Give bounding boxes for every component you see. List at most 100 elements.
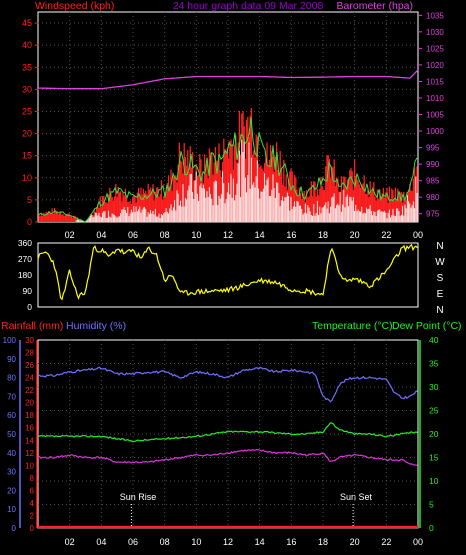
barometer-tick-label: 980 bbox=[426, 193, 440, 202]
wind-x-tick-label: 00 bbox=[413, 230, 423, 240]
temperature-tick-label: 35 bbox=[429, 359, 439, 369]
rainfall-tick-label: 6 bbox=[30, 486, 35, 495]
wind-x-tick-label: 08 bbox=[160, 230, 170, 240]
humidity-tick-label: 40 bbox=[7, 449, 16, 458]
temp-x-tick-label: 10 bbox=[191, 537, 201, 547]
windspeed-tick-label: 35 bbox=[22, 62, 32, 72]
humidity-axis-title: Humidity (%) bbox=[66, 320, 126, 332]
wind-x-tick-label: 04 bbox=[96, 230, 106, 240]
humidity-tick-label: 20 bbox=[7, 486, 16, 495]
rainfall-tick-label: 8 bbox=[30, 474, 35, 483]
barometer-line bbox=[38, 69, 419, 90]
sunset-label: Sun Set bbox=[340, 492, 373, 502]
rainfall-tick-label: 16 bbox=[25, 424, 34, 433]
dewpoint-axis-title: Dew Point (°C) bbox=[392, 320, 462, 332]
temp-x-tick-label: 20 bbox=[350, 537, 360, 547]
windspeed-tick-label: 15 bbox=[22, 151, 32, 161]
rainfall-tick-label: 2 bbox=[30, 511, 35, 520]
rainfall-tick-label: 26 bbox=[25, 361, 34, 370]
wind-bars bbox=[38, 108, 418, 222]
humidity-tick-label: 50 bbox=[7, 430, 16, 439]
compass-s: S bbox=[437, 273, 444, 284]
windspeed-axis-title: Windspeed (kph) bbox=[35, 0, 114, 12]
wind-x-tick-label: 22 bbox=[381, 230, 391, 240]
humidity-tick-label: 80 bbox=[7, 374, 16, 383]
barometer-tick-label: 1030 bbox=[426, 28, 444, 37]
temp-x-tick-label: 08 bbox=[160, 537, 170, 547]
temp-x-tick-label: 22 bbox=[381, 537, 391, 547]
direction-tick-label: 270 bbox=[18, 254, 32, 264]
wind-x-tick-label: 16 bbox=[286, 230, 296, 240]
temperature-line bbox=[37, 422, 418, 443]
temp-x-tick-label: 04 bbox=[96, 537, 106, 547]
wind-x-tick-label: 12 bbox=[223, 230, 233, 240]
barometer-tick-label: 1025 bbox=[426, 44, 444, 53]
barometer-tick-label: 1035 bbox=[426, 11, 444, 20]
barometer-tick-label: 990 bbox=[426, 160, 440, 169]
wind-gust-line bbox=[38, 117, 418, 223]
rainfall-tick-label: 14 bbox=[25, 436, 34, 445]
windspeed-tick-label: 40 bbox=[22, 40, 32, 50]
windspeed-tick-label: 20 bbox=[22, 129, 32, 139]
rainfall-tick-label: 18 bbox=[25, 411, 34, 420]
humidity-line bbox=[37, 366, 418, 403]
temp-x-tick-label: 00 bbox=[413, 537, 423, 547]
temp-x-tick-label: 12 bbox=[223, 537, 233, 547]
temp-x-tick-label: 14 bbox=[255, 537, 265, 547]
rainfall-tick-label: 28 bbox=[25, 349, 34, 358]
compass-n-bottom: N bbox=[436, 305, 443, 316]
barometer-tick-label: 1005 bbox=[426, 111, 444, 120]
graph-title: 24 hour graph data 09 Mar 2008 bbox=[173, 0, 324, 12]
compass-e: E bbox=[437, 289, 444, 300]
direction-tick-label: 0 bbox=[27, 302, 32, 312]
wind-x-tick-label: 10 bbox=[191, 230, 201, 240]
humidity-tick-label: 90 bbox=[7, 355, 16, 364]
wind-x-tick-label: 20 bbox=[350, 230, 360, 240]
windspeed-tick-label: 0 bbox=[27, 217, 32, 227]
compass-n-top: N bbox=[436, 241, 443, 252]
barometer-tick-label: 975 bbox=[426, 210, 440, 219]
temperature-tick-label: 20 bbox=[429, 429, 439, 439]
rainfall-tick-label: 24 bbox=[25, 374, 34, 383]
barometer-axis-title: Barometer (hpa) bbox=[337, 0, 413, 12]
rainfall-tick-label: 0 bbox=[30, 524, 35, 533]
barometer-tick-label: 1015 bbox=[426, 77, 444, 86]
direction-tick-label: 180 bbox=[18, 270, 32, 280]
temp-x-tick-label: 16 bbox=[286, 537, 296, 547]
barometer-tick-label: 1020 bbox=[426, 61, 444, 70]
windspeed-tick-label: 10 bbox=[22, 173, 32, 183]
barometer-tick-label: 1010 bbox=[426, 94, 444, 103]
temperature-tick-label: 15 bbox=[429, 453, 439, 463]
rainfall-axis-title: Rainfall (mm) bbox=[1, 320, 63, 332]
wind-x-tick-label: 06 bbox=[128, 230, 138, 240]
temp-x-tick-label: 18 bbox=[318, 537, 328, 547]
rainfall-tick-label: 30 bbox=[25, 336, 34, 345]
dewpoint-line bbox=[37, 448, 418, 466]
rainfall-tick-label: 12 bbox=[25, 449, 34, 458]
barometer-tick-label: 995 bbox=[426, 144, 440, 153]
temperature-tick-label: 40 bbox=[429, 335, 439, 345]
rainfall-tick-label: 22 bbox=[25, 386, 34, 395]
temp-x-tick-label: 02 bbox=[65, 537, 75, 547]
rainfall-tick-label: 4 bbox=[30, 499, 35, 508]
humidity-tick-label: 100 bbox=[3, 336, 17, 345]
wind-x-tick-label: 14 bbox=[255, 230, 265, 240]
rainfall-tick-label: 20 bbox=[25, 399, 34, 408]
windspeed-tick-label: 25 bbox=[22, 106, 32, 116]
windspeed-tick-label: 5 bbox=[27, 195, 32, 205]
rainfall-tick-label: 10 bbox=[25, 461, 34, 470]
barometer-tick-label: 985 bbox=[426, 177, 440, 186]
humidity-tick-label: 70 bbox=[7, 392, 16, 401]
wind-direction-line bbox=[37, 243, 418, 301]
humidity-tick-label: 60 bbox=[7, 411, 16, 420]
compass-w: W bbox=[435, 257, 445, 268]
temperature-tick-label: 5 bbox=[429, 500, 434, 510]
temperature-axis-title: Temperature (°C) bbox=[312, 320, 393, 332]
barometer-tick-label: 1000 bbox=[426, 127, 444, 136]
humidity-tick-label: 0 bbox=[12, 524, 17, 533]
temp-x-tick-label: 06 bbox=[128, 537, 138, 547]
humidity-tick-label: 30 bbox=[7, 468, 16, 477]
windspeed-tick-label: 45 bbox=[22, 18, 32, 28]
temperature-tick-label: 10 bbox=[429, 476, 439, 486]
